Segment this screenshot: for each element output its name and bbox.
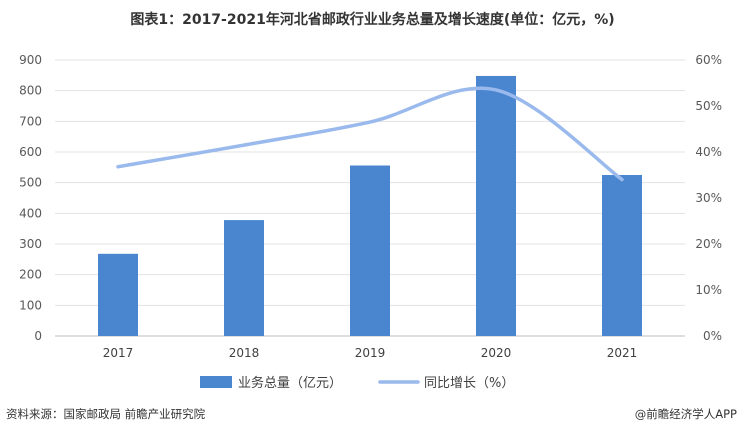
legend: 业务总量（亿元） 同比增长（%） bbox=[200, 375, 514, 391]
y-left-tick-label: 200 bbox=[19, 268, 42, 282]
bar-2019 bbox=[350, 165, 390, 336]
brand-credit: @前瞻经济学人APP bbox=[634, 407, 737, 421]
y-left-tick-label: 900 bbox=[19, 53, 42, 67]
growth-line bbox=[116, 86, 624, 182]
bar-series bbox=[98, 75, 642, 337]
x-tick-label: 2021 bbox=[607, 346, 638, 360]
y-left-tick-label: 500 bbox=[19, 176, 42, 190]
x-tick-label: 2020 bbox=[481, 346, 512, 360]
y-right-tick-label: 30% bbox=[695, 191, 722, 205]
y-left-tick-label: 800 bbox=[19, 84, 42, 98]
y-left-tick-label: 700 bbox=[19, 114, 42, 128]
y-left-tick-label: 100 bbox=[19, 298, 42, 312]
y-right-tick-label: 40% bbox=[695, 145, 722, 159]
y-axis-left: 0 100 200 300 400 500 600 700 800 900 bbox=[19, 53, 42, 343]
y-left-tick-label: 400 bbox=[19, 206, 42, 220]
legend-label-bar: 业务总量（亿元） bbox=[238, 375, 342, 391]
legend-label-line: 同比增长（%） bbox=[424, 376, 514, 391]
y-right-tick-label: 0% bbox=[703, 329, 722, 343]
chart-title: 图表1：2017-2021年河北省邮政行业业务总量及增长速度(单位：亿元，%) bbox=[130, 12, 615, 28]
x-tick-label: 2019 bbox=[355, 346, 386, 360]
y-right-tick-label: 10% bbox=[695, 283, 722, 297]
x-axis: 2017 2018 2019 2020 2021 bbox=[103, 346, 638, 360]
legend-swatch-bar bbox=[200, 376, 232, 388]
bar-2017 bbox=[98, 253, 138, 336]
source-note: 资料来源：国家邮政局 前瞻产业研究院 bbox=[6, 407, 206, 421]
bar-2020 bbox=[476, 75, 516, 337]
x-tick-label: 2018 bbox=[229, 346, 260, 360]
bar-2018 bbox=[224, 220, 264, 336]
x-tick-label: 2017 bbox=[103, 346, 134, 360]
y-left-tick-label: 300 bbox=[19, 237, 42, 251]
y-left-tick-label: 600 bbox=[19, 145, 42, 159]
y-right-tick-label: 20% bbox=[695, 237, 722, 251]
bar-2021 bbox=[602, 175, 642, 336]
y-left-tick-label: 0 bbox=[34, 329, 42, 343]
y-axis-right: 0% 10% 20% 30% 40% 50% 60% bbox=[695, 53, 722, 343]
y-right-tick-label: 50% bbox=[695, 99, 722, 113]
line-series bbox=[116, 86, 624, 182]
y-right-tick-label: 60% bbox=[695, 53, 722, 67]
